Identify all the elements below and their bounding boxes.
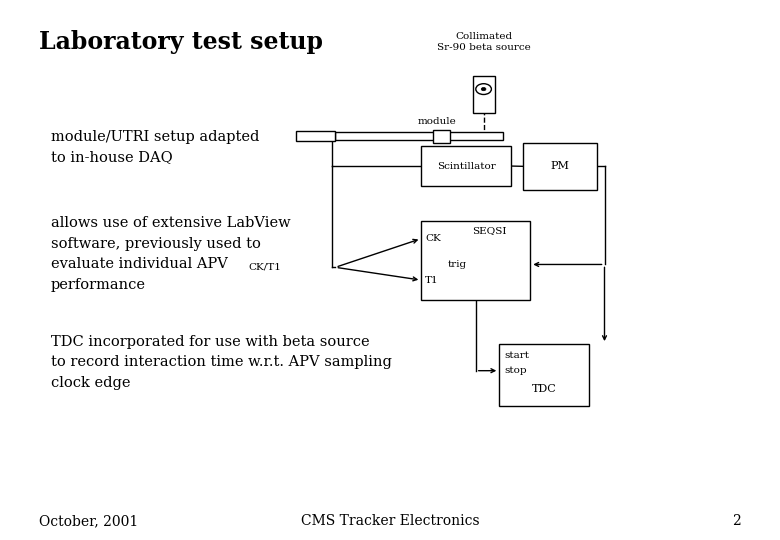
Bar: [523, 143, 597, 190]
Text: October, 2001: October, 2001: [39, 514, 138, 528]
Text: CK: CK: [425, 234, 441, 243]
Text: start: start: [504, 350, 529, 360]
Bar: [499, 344, 589, 406]
Text: CMS Tracker Electronics: CMS Tracker Electronics: [300, 514, 480, 528]
Text: CK/T1: CK/T1: [248, 263, 281, 272]
Bar: [421, 221, 530, 300]
Bar: [473, 76, 495, 113]
Text: allows use of extensive LabView
software, previously used to
evaluate individual: allows use of extensive LabView software…: [51, 216, 290, 292]
Text: TDC: TDC: [532, 384, 556, 394]
Bar: [433, 130, 450, 143]
Text: module: module: [417, 117, 456, 126]
Text: trig: trig: [448, 260, 467, 269]
Text: Laboratory test setup: Laboratory test setup: [39, 30, 323, 53]
Text: TDC incorporated for use with beta source
to record interaction time w.r.t. APV : TDC incorporated for use with beta sourc…: [51, 335, 392, 390]
Text: 2: 2: [732, 514, 741, 528]
Text: stop: stop: [504, 366, 526, 375]
Bar: [335, 132, 503, 140]
Text: PM: PM: [550, 161, 569, 171]
Text: Scintillator: Scintillator: [437, 161, 495, 171]
Text: module/UTRI setup adapted
to in-house DAQ: module/UTRI setup adapted to in-house DA…: [51, 130, 259, 164]
Bar: [421, 146, 511, 186]
Text: T1: T1: [425, 275, 438, 285]
Circle shape: [481, 87, 486, 91]
Bar: [296, 131, 335, 141]
Text: Collimated
Sr-90 beta source: Collimated Sr-90 beta source: [437, 32, 530, 52]
Text: SEQSI: SEQSI: [472, 226, 506, 235]
